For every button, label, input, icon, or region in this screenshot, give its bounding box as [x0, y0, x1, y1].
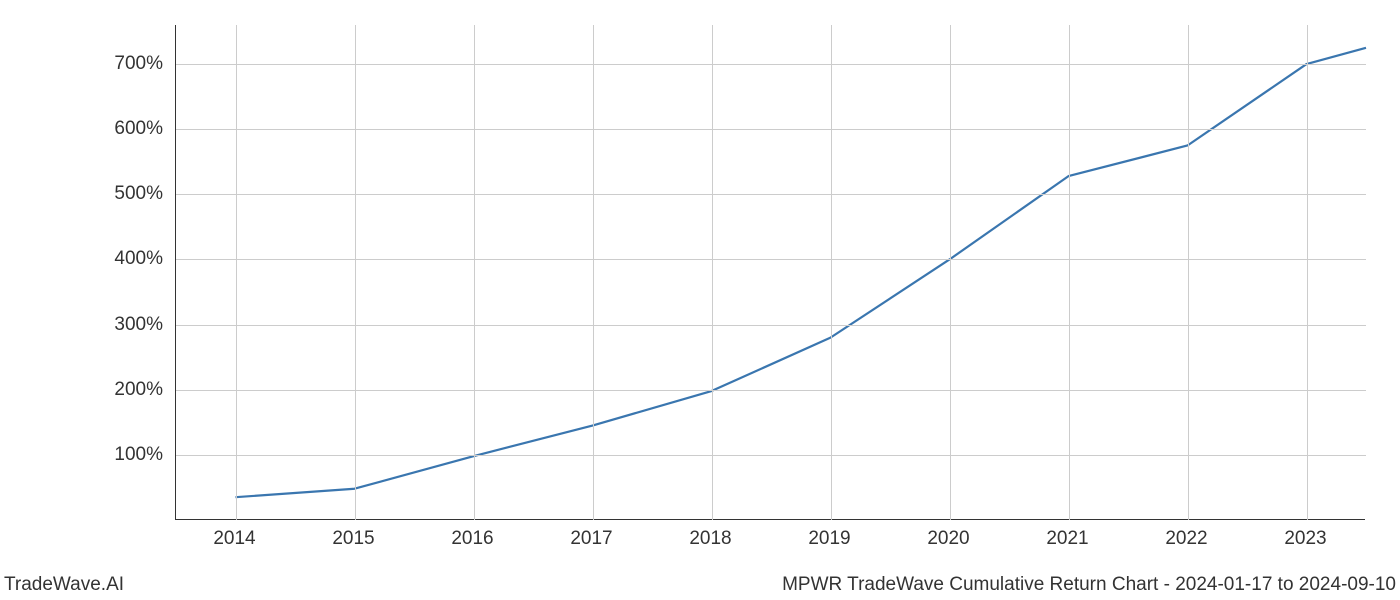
gridline-horizontal: [176, 194, 1366, 195]
x-tick-label: 2021: [1046, 528, 1088, 550]
cumulative-return-chart: TradeWave.AI MPWR TradeWave Cumulative R…: [0, 0, 1400, 600]
y-tick-label: 100%: [103, 444, 163, 466]
gridline-vertical: [831, 25, 832, 520]
gridline-horizontal: [176, 64, 1366, 65]
gridline-horizontal: [176, 325, 1366, 326]
x-tick-label: 2017: [570, 528, 612, 550]
gridline-vertical: [950, 25, 951, 520]
gridline-vertical: [1069, 25, 1070, 520]
gridline-horizontal: [176, 259, 1366, 260]
x-tick-label: 2014: [213, 528, 255, 550]
footer-right-caption: MPWR TradeWave Cumulative Return Chart -…: [782, 574, 1396, 596]
y-tick-label: 600%: [103, 118, 163, 140]
gridline-vertical: [236, 25, 237, 520]
x-tick-label: 2022: [1165, 528, 1207, 550]
y-tick-label: 200%: [103, 379, 163, 401]
x-tick-label: 2023: [1284, 528, 1326, 550]
gridline-horizontal: [176, 455, 1366, 456]
gridline-vertical: [1307, 25, 1308, 520]
x-tick-label: 2016: [451, 528, 493, 550]
x-tick-label: 2018: [689, 528, 731, 550]
gridline-vertical: [593, 25, 594, 520]
y-tick-label: 700%: [103, 53, 163, 75]
y-tick-label: 400%: [103, 248, 163, 270]
gridline-vertical: [1188, 25, 1189, 520]
footer-left-brand: TradeWave.AI: [4, 574, 124, 596]
gridline-vertical: [355, 25, 356, 520]
return-line: [236, 48, 1367, 497]
x-tick-label: 2019: [808, 528, 850, 550]
gridline-vertical: [474, 25, 475, 520]
y-tick-label: 500%: [103, 183, 163, 205]
plot-area: [175, 25, 1365, 520]
x-tick-label: 2015: [332, 528, 374, 550]
gridline-horizontal: [176, 390, 1366, 391]
gridline-horizontal: [176, 129, 1366, 130]
x-tick-label: 2020: [927, 528, 969, 550]
gridline-vertical: [712, 25, 713, 520]
y-tick-label: 300%: [103, 314, 163, 336]
